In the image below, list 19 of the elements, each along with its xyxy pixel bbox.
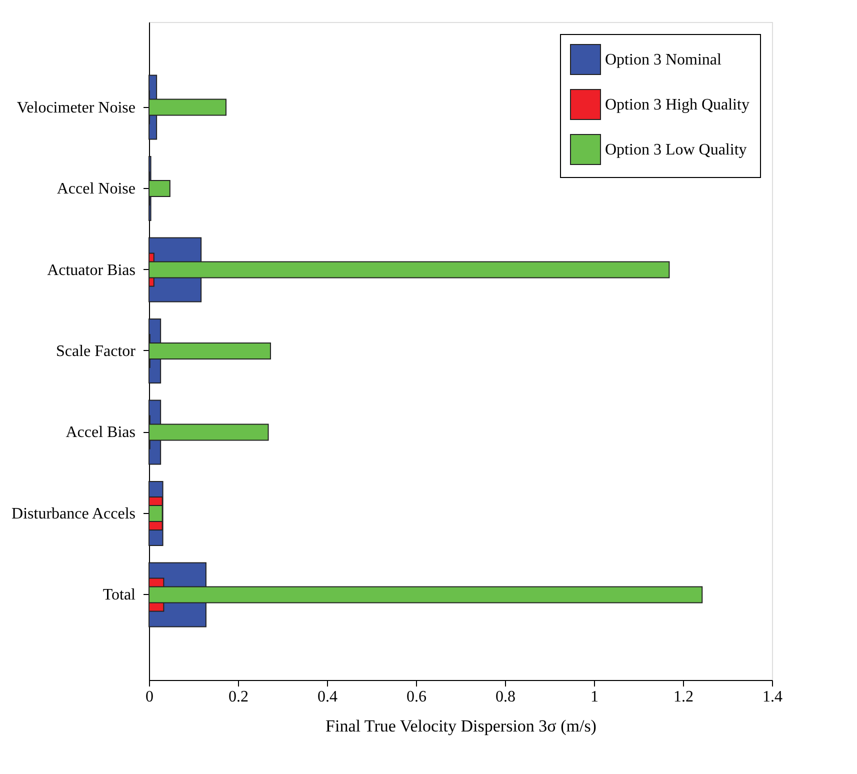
y-tick-label: Scale Factor — [56, 343, 136, 360]
x-tick-label: 1.4 — [762, 688, 782, 706]
x-tick-label: 0.2 — [228, 688, 248, 706]
legend-label: Option 3 Nominal — [605, 52, 722, 68]
x-tick-label: 0.6 — [406, 688, 426, 706]
x-axis-title: Final True Velocity Dispersion 3σ (m/s) — [326, 716, 596, 736]
y-tick-label: Accel Noise — [56, 180, 136, 198]
y-tick-label: Actuator Bias — [47, 262, 136, 279]
y-tick-label: Total — [102, 586, 136, 604]
x-tick-label: 1.2 — [674, 688, 694, 706]
y-tick-label: Accel Bias — [66, 424, 136, 442]
legend-label: Option 3 Low Quality — [605, 142, 747, 158]
y-tick-label: Disturbance Accels — [12, 505, 136, 522]
x-tick-label: 1 — [590, 688, 598, 706]
x-tick-label: 0 — [146, 688, 154, 706]
y-tick-label: Velocimeter Noise — [16, 99, 136, 116]
x-tick-label: 0.4 — [318, 688, 338, 706]
legend-label: Option 3 High Quality — [605, 96, 750, 114]
x-tick-label: 0.8 — [496, 688, 516, 706]
